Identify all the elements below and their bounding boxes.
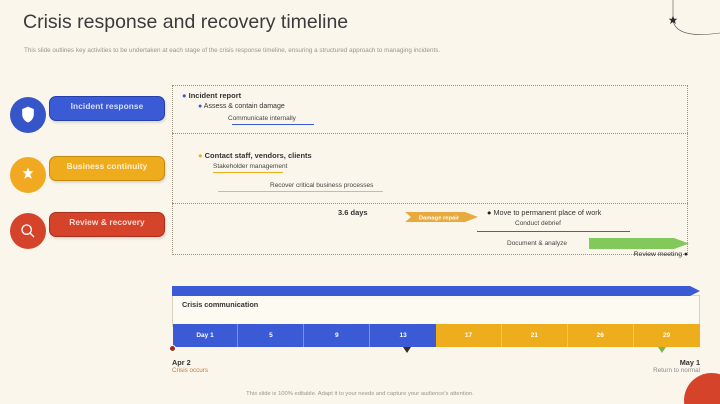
svg-text:Damage repair: Damage repair — [419, 215, 460, 221]
